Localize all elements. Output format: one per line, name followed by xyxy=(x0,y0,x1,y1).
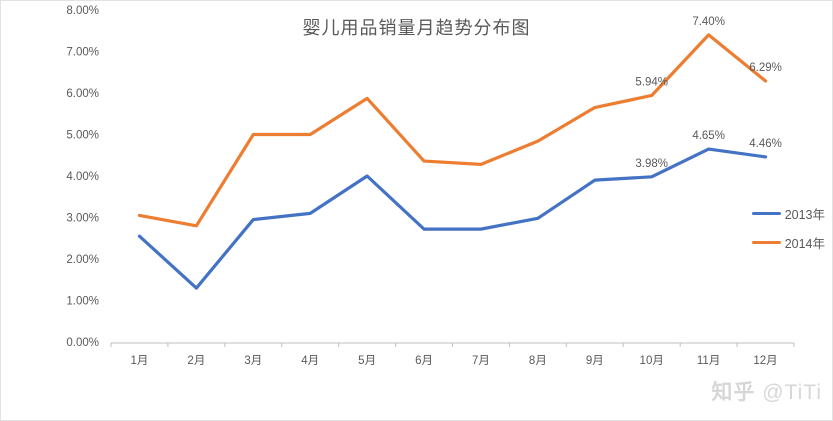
x-axis-tick-label: 4月 xyxy=(301,355,319,367)
legend-label-2014: 2014年 xyxy=(784,237,825,251)
x-axis-tick-label: 12月 xyxy=(753,355,777,367)
legend: 2013年 2014年 xyxy=(751,204,825,252)
data-point-label-2014年: 6.29% xyxy=(749,62,782,74)
chart-title: 婴儿用品销量月趋势分布图 xyxy=(302,18,531,38)
x-axis-tick-label: 8月 xyxy=(529,355,547,367)
x-axis-tick-label: 6月 xyxy=(415,355,433,367)
y-axis-tick-label: 3.00% xyxy=(66,213,99,225)
watermark-handle: @TiTi xyxy=(762,381,822,404)
data-point-label-2013年: 4.46% xyxy=(749,138,782,150)
data-point-label-2013年: 3.98% xyxy=(635,158,668,170)
legend-label-2013: 2013年 xyxy=(784,208,825,222)
x-axis-tick-label: 11月 xyxy=(697,355,720,367)
y-axis-tick-label: 0.00% xyxy=(66,337,99,349)
legend-line-swatch-2013 xyxy=(751,212,781,215)
y-axis-tick-label: 5.00% xyxy=(66,130,99,142)
x-axis-tick-label: 9月 xyxy=(586,355,604,367)
y-axis-tick-label: 7.00% xyxy=(66,47,99,59)
watermark-brand: 知乎 xyxy=(711,381,756,404)
x-axis-tick-label: 2月 xyxy=(187,355,205,367)
data-point-label-2014年: 7.40% xyxy=(692,16,725,28)
y-axis-tick-label: 6.00% xyxy=(66,88,99,100)
watermark: 知乎 @TiTi xyxy=(711,376,822,406)
legend-entry-2014: 2014年 xyxy=(751,233,825,252)
x-axis-tick-label: 3月 xyxy=(244,355,262,367)
y-axis-tick-label: 4.00% xyxy=(66,171,99,183)
x-axis-tick-label: 7月 xyxy=(472,355,490,367)
legend-entry-2013: 2013年 xyxy=(751,204,825,223)
y-axis-tick-label: 8.00% xyxy=(66,5,99,17)
data-point-label-2014年: 5.94% xyxy=(635,76,668,88)
legend-line-swatch-2014 xyxy=(751,241,781,244)
x-axis-tick-label: 10月 xyxy=(640,355,664,367)
y-axis-tick-label: 1.00% xyxy=(66,296,99,308)
series-line-2014年 xyxy=(137,33,768,228)
x-axis-tick-label: 5月 xyxy=(358,355,376,367)
series-line-2013年 xyxy=(137,147,768,290)
data-point-label-2013年: 4.65% xyxy=(692,130,725,142)
x-axis-tick-label: 1月 xyxy=(131,355,149,367)
y-axis-tick-label: 2.00% xyxy=(66,254,99,266)
